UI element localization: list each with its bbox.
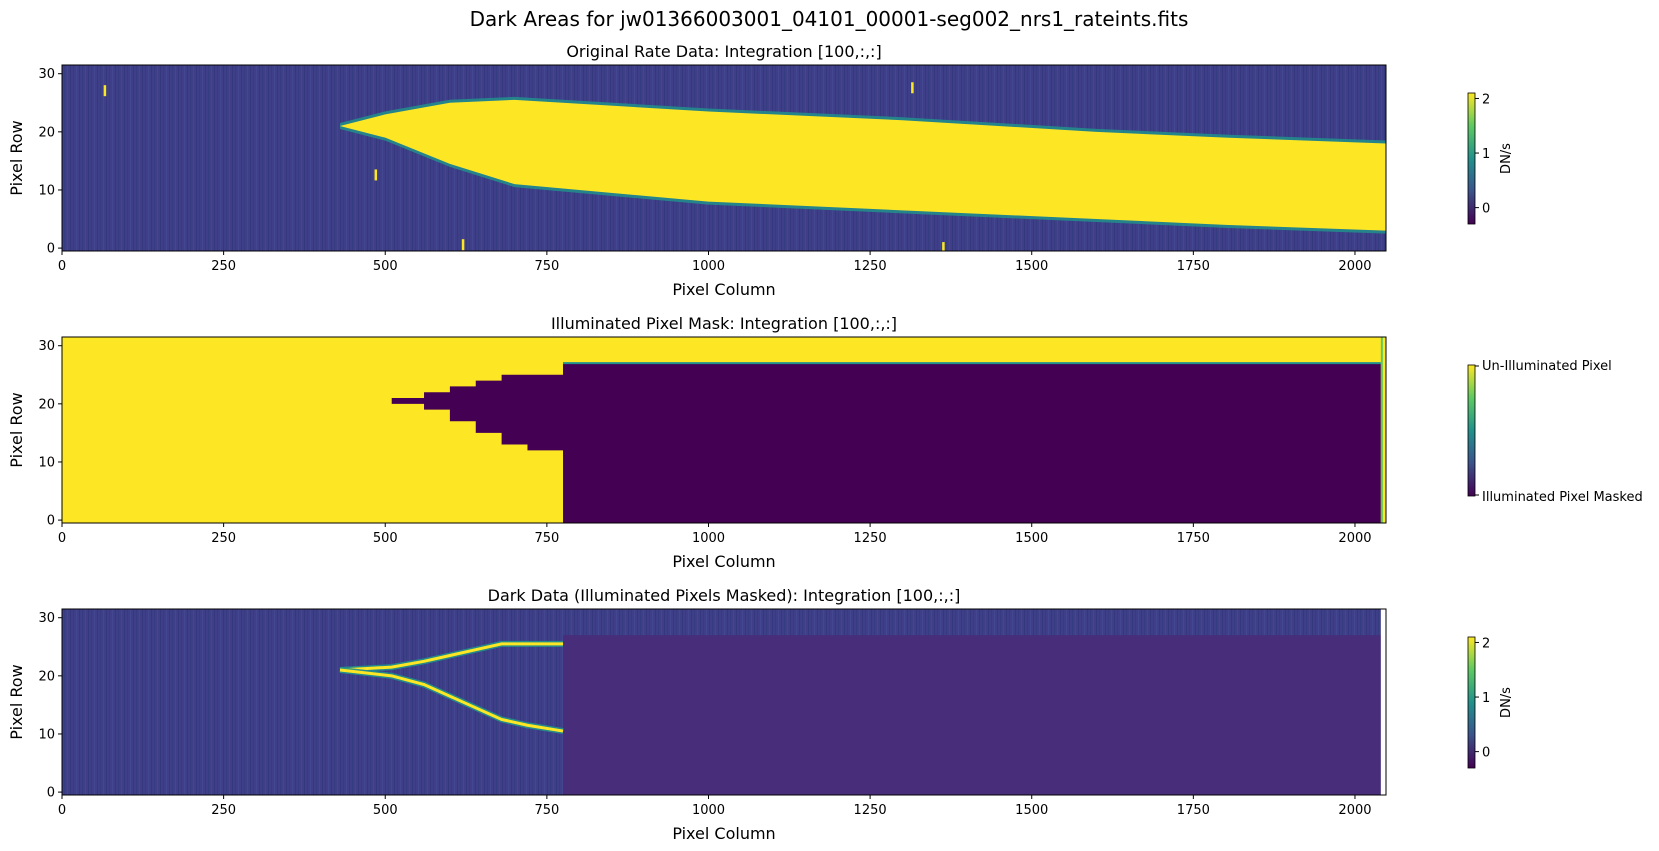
panel-title: Original Rate Data: Integration [100,:,:… — [566, 42, 881, 61]
x-tick-label: 2000 — [1338, 531, 1371, 546]
figure-suptitle: Dark Areas for jw01366003001_04101_00001… — [470, 7, 1189, 31]
x-tick-label: 1250 — [854, 803, 887, 818]
x-tick-label: 750 — [534, 803, 559, 818]
x-tick-label: 1500 — [1015, 531, 1048, 546]
colorbar-tick-label: 1 — [1482, 147, 1490, 162]
axes-frame — [61, 608, 1387, 796]
right-blank-column — [1380, 609, 1386, 795]
y-axis-label: Pixel Row — [7, 392, 26, 467]
y-tick-label: 30 — [38, 67, 55, 82]
residual-edge-2 — [339, 668, 564, 733]
panel-3: Dark Data (Illuminated Pixels Masked): I… — [7, 586, 1514, 843]
colorbar: 0 1 2 DN/s — [1467, 92, 1514, 225]
x-tick-label: 250 — [211, 531, 236, 546]
hot-pixel-3 — [374, 169, 378, 181]
y-tick-label: 0 — [47, 514, 55, 529]
x-tick-label: 0 — [58, 803, 66, 818]
hot-pixel-2 — [911, 82, 914, 94]
x-tick-label: 250 — [211, 803, 236, 818]
x-tick-label: 1250 — [854, 531, 887, 546]
hot-pixel-5 — [942, 242, 945, 251]
x-tick-label: 2000 — [1338, 803, 1371, 818]
y-tick-label: 0 — [47, 242, 55, 257]
x-axis-label: Pixel Column — [672, 552, 775, 571]
x-tick-label: 750 — [534, 531, 559, 546]
colorbar-gradient — [1467, 364, 1476, 497]
x-tick-label: 1000 — [692, 259, 725, 274]
panel-1: Original Rate Data: Integration [100,:,:… — [7, 42, 1514, 299]
x-tick-label: 750 — [534, 259, 559, 274]
colorbar-tick-label: 1 — [1482, 691, 1490, 706]
x-tick-label: 2000 — [1338, 259, 1371, 274]
y-tick-label: 10 — [38, 455, 55, 470]
x-tick-label: 1750 — [1177, 531, 1210, 546]
x-tick-label: 0 — [58, 259, 66, 274]
x-tick-label: 250 — [211, 259, 236, 274]
x-tick-label: 1000 — [692, 803, 725, 818]
axes-frame — [61, 336, 1387, 524]
x-tick-label: 1500 — [1015, 803, 1048, 818]
colorbar: 0 1 2 DN/s — [1467, 636, 1514, 769]
y-axis-label: Pixel Row — [7, 120, 26, 195]
hot-pixel-4 — [461, 239, 465, 251]
x-tick-label: 1500 — [1015, 259, 1048, 274]
y-tick-label: 30 — [38, 611, 55, 626]
y-tick-label: 20 — [38, 397, 55, 412]
colorbar-tick-label: 0 — [1482, 746, 1490, 761]
x-tick-label: 500 — [373, 803, 398, 818]
y-tick-label: 10 — [38, 727, 55, 742]
x-tick-label: 0 — [58, 531, 66, 546]
colorbar-gradient — [1467, 92, 1476, 225]
panel-2: Illuminated Pixel Mask: Integration [100… — [7, 314, 1643, 571]
y-tick-label: 20 — [38, 669, 55, 684]
x-tick-label: 500 — [373, 531, 398, 546]
colorbar-top-label: Un-Illuminated Pixel — [1482, 359, 1612, 374]
y-axis-label: Pixel Row — [7, 664, 26, 739]
colorbar-bottom-label: Illuminated Pixel Masked — [1482, 490, 1643, 505]
x-axis-label: Pixel Column — [672, 824, 775, 843]
x-tick-label: 1250 — [854, 259, 887, 274]
masked-taper — [391, 363, 566, 457]
y-tick-label: 30 — [38, 339, 55, 354]
masked-fill-region — [563, 635, 1381, 795]
y-tick-label: 20 — [38, 125, 55, 140]
colorbar-tick-label: 2 — [1482, 636, 1490, 651]
x-tick-label: 500 — [373, 259, 398, 274]
axes-frame — [61, 64, 1387, 252]
heatmap-image — [62, 609, 1386, 795]
colorbar-gradient — [1467, 636, 1476, 769]
y-tick-label: 0 — [47, 786, 55, 801]
x-tick-label: 1750 — [1177, 803, 1210, 818]
illuminated-trace — [339, 99, 1386, 231]
x-tick-label: 1000 — [692, 531, 725, 546]
colorbar-label: DN/s — [1499, 143, 1514, 174]
heatmap-image — [62, 65, 1386, 251]
x-tick-label: 1750 — [1177, 259, 1210, 274]
heatmap-image — [62, 337, 1386, 523]
panel-title: Illuminated Pixel Mask: Integration [100… — [551, 314, 897, 333]
hot-pixel-1 — [103, 85, 107, 97]
masked-block — [563, 363, 1381, 523]
colorbar-tick-label: 0 — [1482, 202, 1490, 217]
residual-edge-1 — [339, 642, 564, 672]
colorbar-tick-label: 2 — [1482, 92, 1490, 107]
y-tick-label: 10 — [38, 183, 55, 198]
colorbar-label: DN/s — [1499, 687, 1514, 718]
x-axis-label: Pixel Column — [672, 280, 775, 299]
colorbar: Un-Illuminated Pixel Illuminated Pixel Ma… — [1467, 359, 1643, 505]
panel-title: Dark Data (Illuminated Pixels Masked): I… — [488, 586, 961, 605]
